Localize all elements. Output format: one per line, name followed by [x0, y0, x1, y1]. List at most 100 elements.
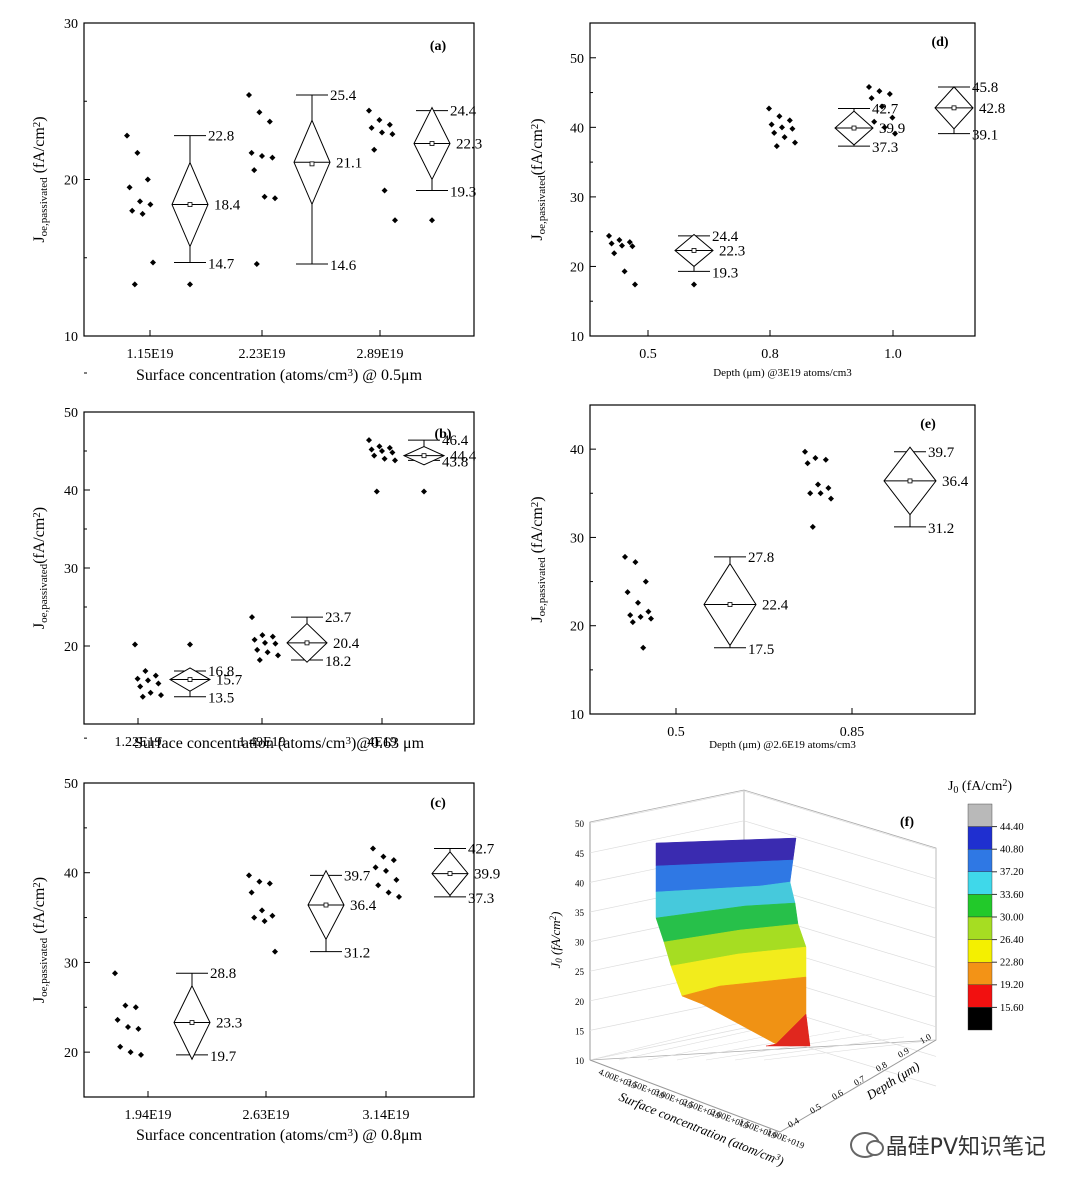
y-tick-label: 0.7: [852, 1073, 867, 1088]
y-axis-label-part: oe,passivated: [536, 557, 548, 616]
y-tick-label: 10: [64, 330, 78, 345]
surface-band: [765, 1013, 811, 1047]
legend-swatch: [967, 871, 993, 895]
box-max-label: 42.7: [468, 841, 495, 857]
box-min-label: 17.5: [748, 642, 774, 658]
box-center-label: 21.1: [336, 155, 362, 171]
box-min-label: 19.7: [210, 1049, 237, 1065]
box-max-label: 25.4: [330, 88, 357, 104]
data-point: [135, 1025, 142, 1032]
x-tick-label: 0.5: [667, 725, 685, 740]
box-min-label: 37.3: [872, 140, 898, 156]
data-point: [124, 132, 130, 139]
y-tick-label: 50: [64, 777, 78, 792]
y-axis-line: [779, 1039, 937, 1133]
data-point: [112, 970, 118, 977]
data-point: [251, 636, 258, 643]
outlier-point: [187, 641, 193, 648]
watermark: 晶硅PV知识笔记: [849, 1129, 1046, 1161]
data-point: [249, 614, 255, 621]
y-tick-label: 10: [570, 330, 584, 345]
z-axis-label-part: ): [548, 911, 563, 916]
panel-letter: (f): [900, 815, 914, 830]
x-axis-label-part: atoms/cm: [285, 1127, 348, 1144]
x-axis-label-part: atoms/cm: [285, 367, 348, 384]
data-point: [809, 523, 816, 530]
data-point: [781, 134, 788, 141]
y-axis-label-part: ): [529, 118, 546, 123]
y-axis-label-part: ): [31, 507, 48, 512]
data-point: [269, 154, 276, 161]
data-point: [246, 91, 252, 98]
data-point: [150, 259, 156, 266]
z-tick-label: 40: [575, 878, 585, 888]
y-tick-label: 20: [64, 174, 78, 189]
data-point: [807, 490, 814, 497]
data-point: [248, 889, 255, 896]
data-point: [879, 103, 885, 110]
x-axis-label-part: 3: [345, 735, 351, 747]
data-point: [272, 948, 278, 955]
x-tick-label: 0.85: [840, 725, 865, 740]
data-point: [256, 657, 263, 664]
box-max-label: 23.7: [325, 610, 352, 626]
x-axis-label-part: 3: [773, 1152, 782, 1164]
legend-title-part: J: [948, 779, 954, 794]
data-point: [379, 448, 385, 454]
y-tick-label: 30: [570, 191, 584, 206]
side-grid-line: [743, 820, 937, 880]
mean-marker: [421, 453, 427, 459]
y-tick-label: 40: [64, 484, 78, 499]
plot-frame: [589, 404, 976, 715]
y-tick-label: 0.6: [830, 1087, 845, 1102]
data-point: [248, 149, 255, 156]
data-point: [134, 149, 141, 156]
data-point: [264, 649, 271, 656]
legend-title: J0 (fA/cm2): [948, 778, 1012, 796]
box-center-label: 44.4: [450, 449, 477, 465]
legend-swatch: [967, 916, 993, 940]
y-axis-label-part: ): [529, 496, 546, 501]
data-point: [129, 207, 136, 214]
y-tick-label: 0.9: [896, 1045, 911, 1060]
data-point: [642, 578, 649, 585]
y-tick-label: 30: [570, 531, 584, 546]
wechat-icon: [849, 1132, 884, 1158]
x-tick-label: 1.0: [884, 347, 902, 362]
x-axis-label-part: 3: [347, 367, 353, 379]
data-point: [253, 261, 260, 268]
box-center-label: 20.4: [333, 636, 360, 652]
x-tick-label: 1.15E19: [126, 347, 173, 362]
z-tick-label: 50: [575, 819, 585, 829]
data-point: [866, 83, 872, 90]
panel-d: 10 20 30 40 50 0.5 0.8 1.0 (d) Depth (μm) @3E19 a…: [529, 22, 1005, 379]
data-point: [370, 845, 376, 852]
data-point: [802, 448, 808, 455]
data-point: [822, 456, 829, 463]
z-tick-label: 30: [575, 938, 585, 948]
floor-grid-line: [676, 1030, 841, 1061]
plot-frame: [83, 22, 475, 337]
x-tick-label: 3.14E19: [362, 1108, 409, 1123]
data-point: [766, 105, 772, 112]
z-tick-label: 25: [575, 967, 585, 977]
back-grid-line: [589, 790, 745, 824]
data-point: [393, 876, 400, 883]
outlier-point: [691, 281, 697, 288]
legend-swatch: [967, 962, 993, 986]
z-tick-label: 15: [575, 1026, 585, 1036]
panel-letter: (c): [430, 796, 446, 811]
y-tick-label: 40: [64, 867, 78, 882]
data-point: [251, 167, 258, 174]
x-axis-label-part: 3: [846, 367, 852, 379]
back-grid-line: [589, 820, 745, 854]
z-tick-label: 20: [575, 997, 585, 1007]
y-axis-label-part: oe,passivated: [38, 177, 50, 236]
box-min-label: 39.1: [972, 128, 998, 144]
y-axis-label-part: J: [31, 623, 48, 629]
data-point: [616, 237, 623, 244]
data-point: [117, 1043, 124, 1050]
data-point: [366, 437, 372, 444]
y-tick-label: 20: [64, 1046, 78, 1061]
box-center-label: 22.3: [456, 137, 482, 153]
